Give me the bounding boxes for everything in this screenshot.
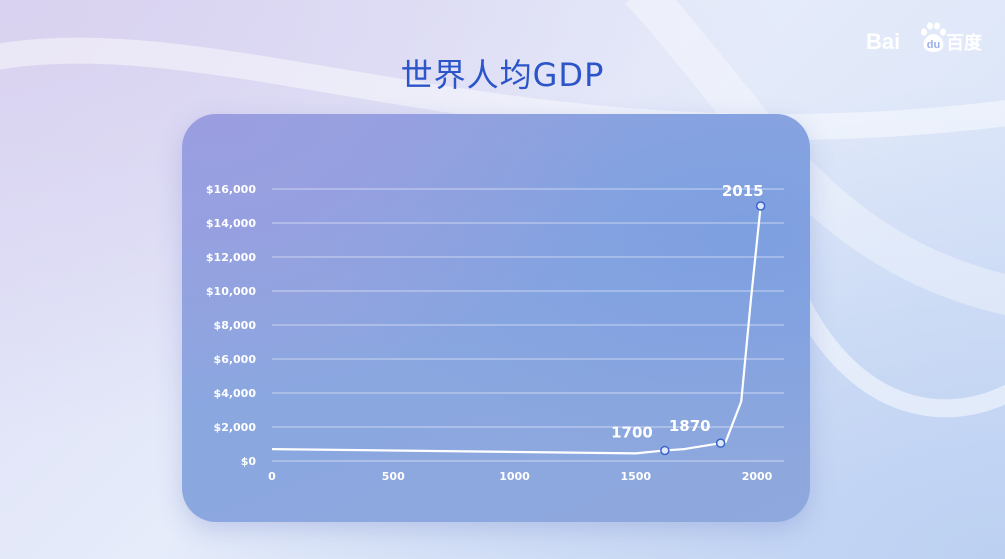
x-tick-label: 500	[382, 470, 405, 483]
y-tick-label: $14,000	[206, 217, 256, 230]
y-tick-label: $2,000	[214, 421, 257, 434]
x-tick-label: 0	[268, 470, 276, 483]
y-tick-label: $16,000	[206, 183, 256, 196]
y-tick-label: $10,000	[206, 285, 256, 298]
svg-text:Bai: Bai	[866, 29, 900, 54]
grid-lines	[272, 188, 784, 462]
paw-icon: du	[921, 22, 946, 52]
markers-group: 1700 1870 2015	[611, 182, 766, 456]
y-tick-label: $4,000	[214, 387, 257, 400]
data-point-label: 1700	[611, 423, 653, 441]
svg-text:du: du	[927, 39, 940, 51]
x-tick-label: 1500	[620, 470, 651, 483]
chart-title: 世界人均GDP	[400, 56, 605, 94]
data-point-marker	[660, 445, 670, 456]
chart-card: $0 $2,000 $4,000 $6,000 $8,000 $10,000 $12,000…	[182, 114, 810, 522]
y-tick-label: $6,000	[214, 353, 257, 366]
data-point-marker	[755, 201, 766, 211]
y-tick-label: $8,000	[214, 319, 257, 332]
y-tick-label: $0	[241, 455, 257, 468]
x-tick-label: 2000	[742, 470, 773, 483]
y-tick-label: $12,000	[206, 251, 256, 264]
data-point-label: 1870	[669, 417, 711, 435]
x-axis-ticks: 0 500 1000 1500 2000	[268, 470, 772, 483]
y-axis-ticks: $0 $2,000 $4,000 $6,000 $8,000 $10,000 $12,000…	[206, 183, 256, 468]
baidu-logo: Bai du 百度	[866, 22, 983, 54]
data-point-label: 2015	[722, 182, 764, 200]
svg-text:百度: 百度	[946, 32, 983, 54]
line-chart: $0 $2,000 $4,000 $6,000 $8,000 $10,000 $12,000…	[206, 182, 784, 483]
x-tick-label: 1000	[499, 470, 530, 483]
data-point-marker	[715, 438, 726, 448]
